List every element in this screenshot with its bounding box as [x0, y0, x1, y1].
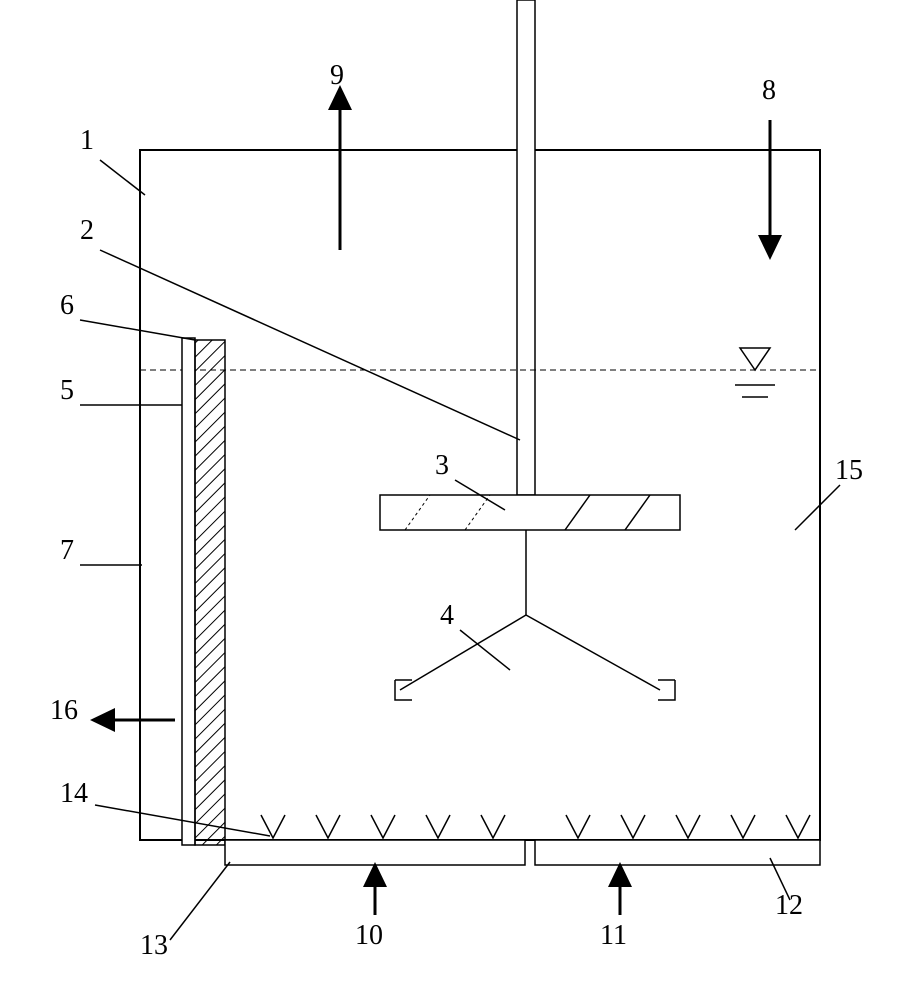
label-16: 16 [50, 695, 78, 727]
arrow-16 [90, 708, 175, 732]
label-4: 4 [440, 600, 454, 632]
arrow-10 [363, 862, 387, 915]
blade-disc [380, 495, 680, 530]
label-10: 10 [355, 920, 383, 952]
leader-13 [170, 862, 230, 940]
label-1: 1 [80, 125, 94, 157]
label-13: 13 [140, 930, 168, 962]
bottom-plate-right [535, 840, 820, 865]
label-15: 15 [835, 455, 863, 487]
bottom-plate-left [225, 840, 525, 865]
label-5: 5 [60, 375, 74, 407]
label-2: 2 [80, 215, 94, 247]
arrow-8 [758, 120, 782, 260]
label-11: 11 [600, 920, 627, 952]
label-3: 3 [435, 450, 449, 482]
nozzles [261, 815, 810, 838]
arrow-11 [608, 862, 632, 915]
label-9: 9 [330, 60, 344, 92]
leader-2 [100, 250, 520, 440]
leader-1 [100, 160, 145, 195]
label-14: 14 [60, 778, 88, 810]
diagram-container: 1 2 3 4 5 6 7 8 9 10 11 12 13 14 15 16 [0, 0, 919, 1000]
label-7: 7 [60, 535, 74, 567]
membrane-wall [195, 340, 225, 845]
label-6: 6 [60, 290, 74, 322]
stirrer-shaft [517, 0, 535, 495]
leader-6 [80, 320, 195, 340]
arrow-9 [328, 85, 352, 250]
overflow-wall [182, 338, 195, 845]
label-12: 12 [775, 890, 803, 922]
propeller [395, 615, 675, 700]
water-level-symbol [735, 348, 775, 397]
label-8: 8 [762, 75, 776, 107]
leader-15 [795, 485, 840, 530]
diagram-svg [0, 0, 919, 1000]
